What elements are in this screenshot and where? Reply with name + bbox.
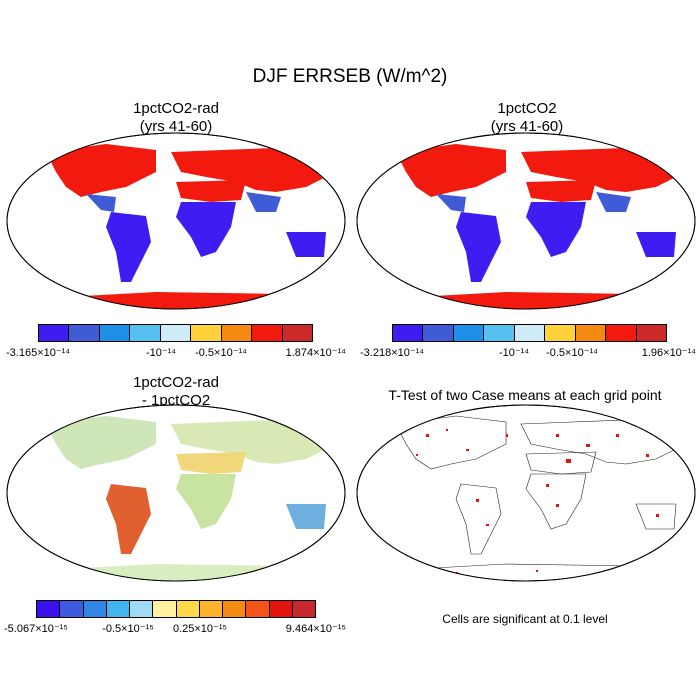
colorbar-swatch — [160, 325, 192, 341]
colorbar-swatch — [221, 325, 253, 341]
colorbar-swatch — [575, 325, 607, 341]
colorbar-swatch — [545, 325, 576, 341]
colorbar-swatch — [191, 325, 222, 341]
colorbar-swatch — [423, 325, 454, 341]
significance-note: Cells are significant at 0.1 level — [442, 612, 608, 626]
panel4-title-line1: T-Test of two Case means at each grid po… — [388, 387, 662, 403]
colorbar-swatch — [282, 325, 312, 341]
colorbar2-label-mid1: -10⁻¹⁴ — [498, 347, 530, 359]
colorbar1-label-mid1: -10⁻¹⁴ — [145, 347, 177, 359]
colorbar-swatch — [60, 601, 84, 617]
colorbar-swatch — [39, 325, 70, 341]
colorbar-swatch — [153, 601, 177, 617]
panel2-title: 1pctCO2 (yrs 41-60) — [417, 100, 637, 136]
panel1-title-line1: 1pctCO2-rad — [133, 100, 219, 117]
colorbar-swatch — [106, 601, 130, 617]
panel3-title: 1pctCO2-rad - 1pctCO2 — [66, 374, 286, 410]
land-cool — [86, 192, 326, 282]
colorbar-panel1 — [38, 324, 313, 342]
colorbar-swatch — [223, 601, 247, 617]
colorbar-panel3 — [36, 600, 316, 618]
colorbar-swatch — [99, 325, 131, 341]
panel2-title-line2: (yrs 41-60) — [490, 118, 564, 135]
panel1-title-line2: (yrs 41-60) — [139, 118, 213, 135]
colorbar-swatch — [393, 325, 424, 341]
colorbar-swatch — [246, 601, 270, 617]
colorbar3-label-mid1: -0.5×10⁻¹⁵ — [102, 623, 154, 635]
panel1-title: 1pctCO2-rad (yrs 41-60) — [66, 100, 286, 136]
colorbar-swatch — [37, 601, 61, 617]
colorbar-swatch — [199, 601, 223, 617]
panel4-title: T-Test of two Case means at each grid po… — [350, 386, 700, 404]
panel3-title-line2: - 1pctCO2 — [141, 392, 211, 409]
colorbar-swatch — [69, 325, 100, 341]
colorbar3-label-max: 9.464×10⁻¹⁵ — [285, 623, 346, 635]
colorbar-swatch — [514, 325, 546, 341]
colorbar-swatch — [130, 325, 161, 341]
colorbar-swatch — [176, 601, 200, 617]
map-panel3 — [6, 404, 346, 582]
colorbar2-label-mid2: -0.5×10⁻¹⁴ — [546, 347, 598, 359]
colorbar3-label-mid2: 0.25×10⁻¹⁵ — [172, 623, 228, 635]
colorbar-panel2 — [392, 324, 667, 342]
significance-dots — [416, 429, 659, 574]
colorbar1-label-min: -3.165×10⁻¹⁴ — [6, 347, 71, 359]
colorbar-swatch — [453, 325, 485, 341]
colorbar-swatch — [269, 601, 293, 617]
map-panel1 — [6, 132, 346, 310]
land-warm — [46, 144, 336, 309]
colorbar-swatch — [636, 325, 666, 341]
colorbar2-label-min: -3.218×10⁻¹⁴ — [360, 347, 425, 359]
figure-title: DJF ERRSEB (W/m^2) — [252, 66, 448, 87]
panel3-title-line1: 1pctCO2-rad — [133, 374, 219, 391]
colorbar-swatch — [83, 601, 107, 617]
colorbar-swatch — [606, 325, 637, 341]
colorbar1-label-mid2: -0.5×10⁻¹⁴ — [195, 347, 247, 359]
colorbar-swatch — [252, 325, 283, 341]
colorbar2-label-max: 1.96×10⁻¹⁴ — [641, 347, 696, 359]
colorbar-swatch — [484, 325, 515, 341]
map-panel2 — [356, 132, 696, 310]
colorbar-swatch — [130, 601, 154, 617]
colorbar3-label-min: -5.067×10⁻¹⁵ — [4, 623, 68, 635]
map-panel4 — [356, 404, 696, 582]
panel2-title-line1: 1pctCO2 — [497, 100, 557, 117]
land-cool — [436, 192, 676, 282]
colorbar-swatch — [292, 601, 315, 617]
colorbar1-label-max: 1.874×10⁻¹⁴ — [285, 347, 346, 359]
